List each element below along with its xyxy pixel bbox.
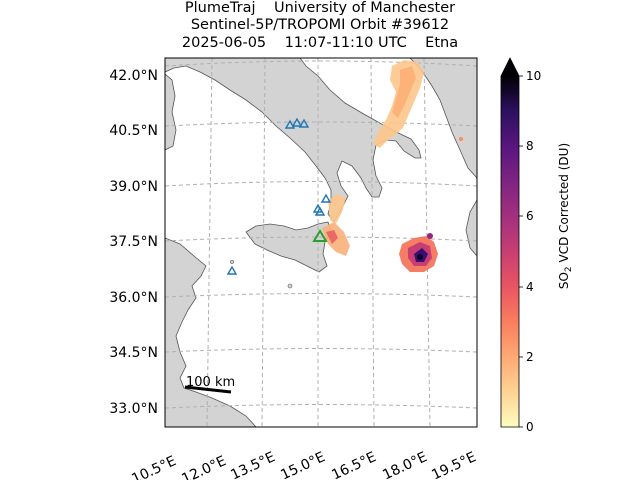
lat-label-40-5: 40.5°N	[109, 123, 158, 139]
volcano-marker-stromboli	[320, 193, 332, 203]
volcano-marker-ischia	[291, 117, 303, 127]
title-line-3: 2025-06-05 11:07-11:10 UTC Etna	[181, 35, 459, 51]
colorbar-gradient	[501, 76, 519, 427]
colorbar-extend-arrow	[501, 58, 519, 76]
scale-bar-line	[184, 385, 232, 394]
colorbar-tick-0: 0	[526, 420, 534, 434]
title-line-1: PlumeTraj University of Manchester	[184, 0, 456, 16]
tunisia-coast	[165, 237, 257, 427]
plume-speck	[459, 137, 463, 141]
volcano-marker-campi-flegrei	[284, 119, 296, 129]
colorbar-label: SO2 VCD Corrected (DU)	[557, 143, 574, 289]
plume-sicily-red	[326, 230, 338, 244]
lon-label-18: 18.0°E	[380, 449, 429, 480]
lon-label-16-5: 16.5°E	[329, 449, 378, 480]
scale-bar: 100 km	[184, 375, 235, 394]
plume-ionian-peak	[417, 254, 423, 260]
plume-adriatic-core	[392, 66, 416, 118]
lon-label-10-5: 10.5°E	[129, 453, 178, 480]
colorbar-tick-8: 8	[526, 139, 534, 153]
plume-ionian-top	[427, 233, 433, 239]
lat-label-39: 39.0°N	[109, 179, 158, 195]
volcano-marker-pantelleria	[226, 265, 238, 275]
lat-label-36: 36.0°N	[109, 290, 158, 306]
lat-label-37-5: 37.5°N	[109, 234, 158, 250]
lon-label-12: 12.0°E	[179, 453, 228, 480]
longitude-labels: 10.5°E 12.0°E 13.5°E 15.0°E 16.5°E 18.0°…	[129, 449, 478, 480]
latitude-labels: 42.0°N 40.5°N 39.0°N 37.5°N 36.0°N 34.5°…	[109, 68, 158, 417]
colorbar-tick-10: 10	[526, 69, 541, 83]
colorbar-tick-2: 2	[526, 350, 534, 364]
colorbar-tick-6: 6	[526, 209, 534, 223]
colorbar: 0 2 4 6 8 10 SO2 VCD Corrected (DU)	[500, 57, 574, 434]
lat-label-34-5: 34.5°N	[109, 345, 158, 361]
volcano-marker-etna	[312, 229, 328, 242]
title-line-2: Sentinel-5P/TROPOMI Orbit #39612	[190, 17, 450, 33]
pantelleria	[230, 260, 234, 264]
volcano-markers	[226, 117, 332, 275]
colorbar-tick-4: 4	[526, 280, 534, 294]
lat-label-42: 42.0°N	[109, 68, 158, 84]
plume-calabria	[328, 194, 346, 224]
lon-label-15: 15.0°E	[278, 449, 327, 480]
volcano-marker-vulcano	[314, 206, 326, 216]
map-title: PlumeTraj University of Manchester Senti…	[0, 0, 640, 60]
scale-bar-label: 100 km	[186, 375, 235, 390]
malta	[287, 283, 293, 289]
colorbar-ticks	[519, 75, 523, 428]
greece-edge	[465, 199, 477, 257]
lon-label-13-5: 13.5°E	[228, 449, 277, 480]
sardinia	[165, 73, 177, 151]
so2-plume	[322, 60, 463, 272]
map-area: 100 km	[165, 58, 477, 427]
lon-label-19-5: 19.5°E	[429, 449, 478, 480]
lat-label-33: 33.0°N	[109, 401, 158, 417]
volcano-marker-vesuvius	[298, 118, 310, 128]
map-frame	[164, 57, 478, 428]
colorbar-frame	[500, 57, 520, 428]
